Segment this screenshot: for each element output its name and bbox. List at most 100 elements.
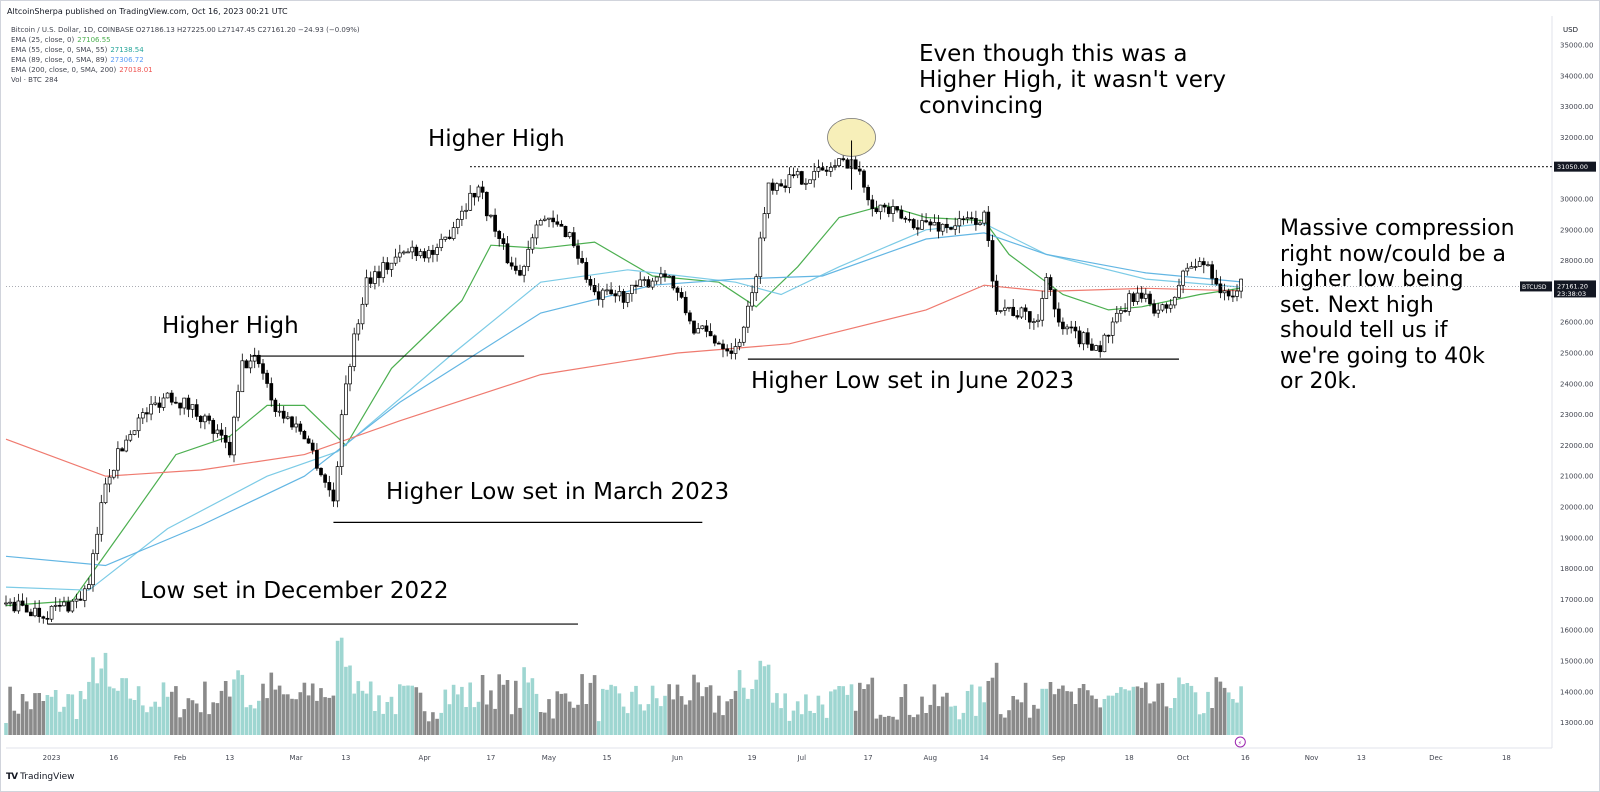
volume-bar [961, 712, 966, 735]
candle-body [621, 291, 626, 303]
legend-volume[interactable]: Vol · BTC 284 [11, 76, 59, 84]
volume-bar [1003, 717, 1007, 735]
price-tick-label: 26000.00 [1560, 319, 1593, 327]
volume-bar [1032, 704, 1036, 735]
candle-body [136, 417, 141, 432]
candle-body [198, 416, 203, 423]
volume-bar [203, 681, 207, 735]
candle-body [460, 210, 464, 220]
volume-bar [638, 704, 642, 735]
candle-body [327, 482, 332, 491]
volume-bar [870, 677, 875, 735]
volume-bar [132, 700, 137, 735]
candle-body [605, 289, 609, 292]
candle-body [248, 360, 253, 369]
volume-bar [149, 706, 153, 735]
time-tick-label: Feb [174, 754, 187, 762]
legend-ema89[interactable]: EMA (89, close, 0, SMA, 89) 27306.72 [11, 56, 144, 64]
time-tick-label: 13 [341, 754, 350, 762]
volume-bar [1044, 688, 1049, 735]
candle-body [945, 223, 949, 228]
volume-bar [170, 691, 174, 735]
candle-body [1193, 266, 1198, 268]
volume-bar [489, 690, 493, 735]
volume-bar [742, 687, 746, 735]
volume-bar [215, 703, 220, 735]
volume-bar [1077, 688, 1082, 735]
volume-bar [83, 699, 87, 735]
candle-body [642, 279, 647, 281]
ma-line-2 [5, 232, 1242, 567]
candle-body [1007, 306, 1011, 309]
symbol-info: Bitcoin / U.S. Dollar, 1D, COINBASE O271… [11, 26, 360, 34]
volume-bar [153, 701, 157, 735]
volume-bar [1086, 690, 1090, 735]
candle-body [1197, 261, 1202, 267]
price-tick-label: 19000.00 [1560, 534, 1593, 542]
volume-bar [945, 692, 949, 735]
candle-body [866, 186, 870, 201]
volume-bar [194, 703, 199, 735]
candle-body [1152, 303, 1156, 314]
candle-body [381, 262, 386, 279]
candle-body [323, 474, 327, 483]
volume-bar [1189, 685, 1194, 735]
candle-body [1139, 292, 1144, 299]
candle-body [592, 285, 597, 293]
replay-bolt-icon[interactable] [1234, 736, 1246, 748]
legend-ema55[interactable]: EMA (55, close, 0, SMA, 55) 27138.54 [11, 46, 144, 54]
volume-bar [758, 660, 763, 735]
candle-body [654, 276, 659, 282]
candle-body [426, 249, 431, 259]
candle-body [530, 237, 535, 250]
legend-ema25[interactable]: EMA (25, close, 0) 27106.55 [11, 36, 111, 44]
volume-bar [1015, 699, 1020, 735]
candle-body [186, 397, 191, 410]
candle-body [555, 221, 560, 225]
candle-body [244, 360, 249, 369]
candle-body [1085, 332, 1090, 345]
volume-bar [820, 704, 825, 735]
annotation-convincing: Even though this was a Higher High, it w… [919, 41, 1226, 119]
candle-body [1231, 295, 1235, 298]
volume-bar [1148, 703, 1152, 735]
candle-body [12, 601, 17, 612]
volume-bar [1098, 707, 1102, 735]
volume-bar [368, 681, 373, 735]
ma-line-1 [5, 222, 1242, 591]
volume-bar [211, 702, 215, 735]
legend-ema200[interactable]: EMA (200, close, 0, SMA, 200) 27018.01 [11, 66, 153, 74]
candle-body [140, 412, 145, 419]
candle-body [1206, 264, 1210, 267]
volume-bar [443, 689, 448, 735]
volume-bar [621, 706, 626, 735]
volume-bar [37, 693, 41, 735]
candle-body [862, 170, 866, 188]
candle-body [41, 616, 46, 619]
volume-bar [862, 689, 866, 735]
volume-bar [1057, 688, 1061, 735]
volume-bar [924, 713, 928, 735]
candle-body [750, 292, 754, 307]
candle-body [1156, 309, 1161, 314]
volume-bar [356, 681, 361, 735]
candle-body [78, 598, 83, 601]
volume-bar [223, 681, 228, 735]
candle-body [795, 171, 800, 176]
candle-body [804, 182, 808, 185]
volume-bar [729, 699, 734, 735]
volume-bar [596, 721, 601, 735]
volume-bar [439, 712, 443, 735]
candle-body [513, 265, 518, 271]
volume-bar [663, 695, 667, 735]
volume-bar [174, 686, 178, 735]
candle-body [418, 251, 423, 257]
price-axis[interactable] [1552, 16, 1598, 748]
candle-body [1106, 334, 1111, 337]
volume-bar [1231, 699, 1235, 735]
volume-bar [584, 704, 589, 735]
candle-body [190, 404, 195, 410]
tradingview-footer[interactable]: TV TradingView [6, 772, 75, 782]
volume-bar [472, 707, 477, 735]
